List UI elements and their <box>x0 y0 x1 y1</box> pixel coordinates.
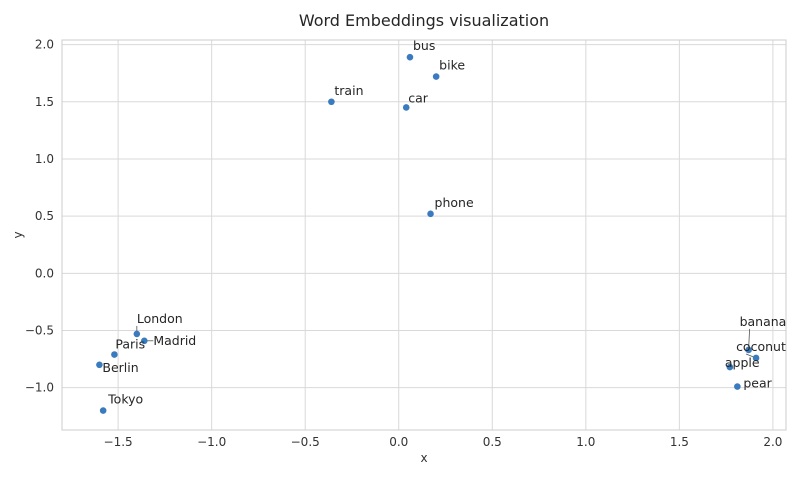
x-tick-label: −1.0 <box>197 435 226 449</box>
x-tick-label: 1.0 <box>576 435 595 449</box>
data-point <box>427 210 434 218</box>
data-point <box>752 354 760 362</box>
y-tick-label: 1.0 <box>35 152 54 166</box>
point-label: Tokyo <box>107 392 143 407</box>
x-tick-label: −0.5 <box>291 435 320 449</box>
y-tick-label: −0.5 <box>25 323 54 337</box>
point-label: Madrid <box>153 333 196 348</box>
point-label: car <box>408 90 429 105</box>
label-leader <box>748 328 750 350</box>
data-point <box>111 351 118 358</box>
point-label: phone <box>435 195 474 210</box>
data-point <box>328 98 335 106</box>
y-tick-label: 0.0 <box>35 266 54 280</box>
data-point <box>99 407 107 414</box>
y-tick-label: −1.0 <box>25 381 54 395</box>
x-axis-title: x <box>420 451 427 465</box>
point-label: banana <box>740 314 787 329</box>
point-label: pear <box>743 376 772 391</box>
y-axis-title: y <box>11 231 25 238</box>
x-tick-label: 2.0 <box>763 435 782 449</box>
point-label: London <box>137 311 183 326</box>
tick-labels: −1.5 −1.0 −0.5 0.0 0.5 1.0 1.5 2.0 −1.0 −0.5 0.0 0.… <box>25 38 783 449</box>
data-point <box>726 363 734 371</box>
point-label: Paris <box>115 337 145 352</box>
point-label: coconut <box>736 339 786 354</box>
data-point <box>402 104 410 111</box>
point-label: bus <box>413 38 435 53</box>
data-point <box>141 337 148 345</box>
plot-frame <box>61 39 787 431</box>
data-point <box>133 330 141 338</box>
data-point <box>406 53 414 61</box>
data-point <box>734 383 741 390</box>
grid <box>62 40 786 430</box>
data-point <box>745 346 752 354</box>
data-point <box>96 361 103 369</box>
point-label: train <box>334 83 363 98</box>
x-tick-label: 0.5 <box>483 435 502 449</box>
chart-title: Word Embeddings visualization <box>299 11 549 30</box>
x-tick-label: −1.5 <box>104 435 133 449</box>
y-tick-label: 0.5 <box>35 209 54 223</box>
data-point <box>432 73 440 80</box>
point-label: apple <box>725 355 760 370</box>
x-tick-label: 1.5 <box>670 435 689 449</box>
point-label: Berlin <box>102 360 138 375</box>
point-label: bike <box>439 58 465 73</box>
data-points <box>96 53 760 414</box>
x-tick-label: 0.0 <box>389 435 408 449</box>
y-tick-label: 2.0 <box>35 38 54 52</box>
y-tick-label: 1.5 <box>35 95 54 109</box>
